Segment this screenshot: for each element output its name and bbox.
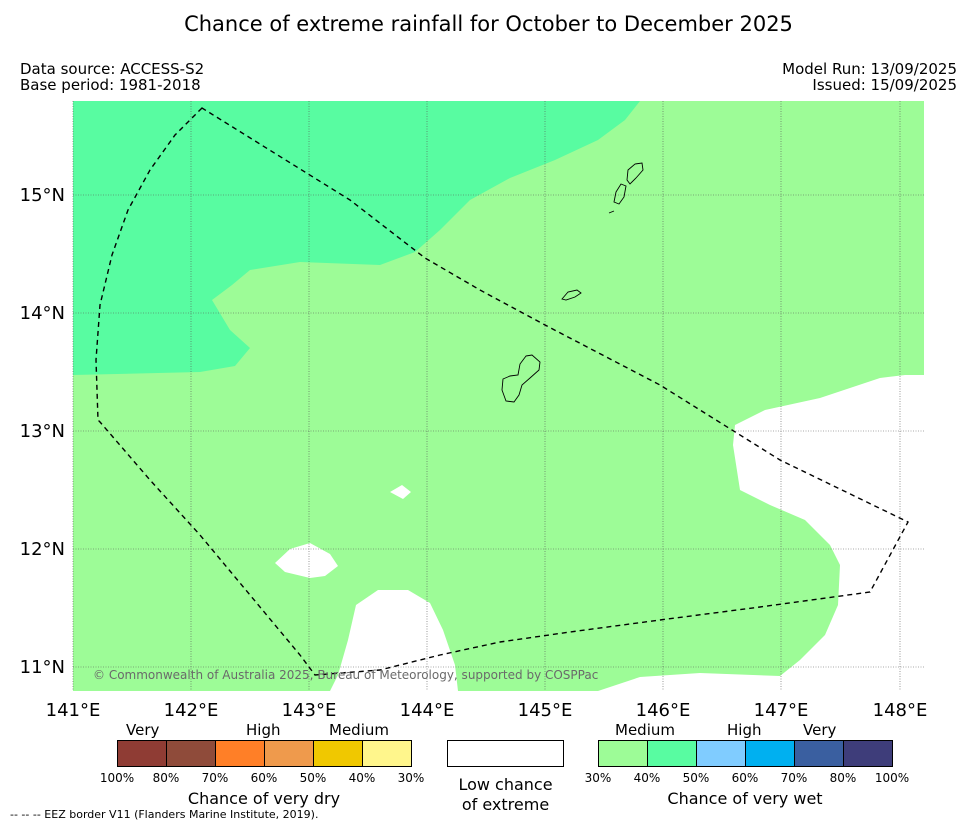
wet-header-high: High [727,721,762,739]
copyright-text: © Commonwealth of Australia 2025, Bureau… [93,668,598,682]
meta-right: Model Run: 13/09/2025 Issued: 15/09/2025 [782,61,957,93]
dry-header-high: High [246,721,281,739]
longitude-label: 148°E [873,700,928,721]
wet-swatch [647,740,697,767]
eez-footnote: -- -- -- EEZ border V11 (Flanders Marine… [10,808,319,821]
guam-outline [501,354,541,403]
meta-left: Data source: ACCESS-S2 Base period: 1981… [20,61,204,93]
low-chance-region-south [330,590,458,691]
wet-swatch [843,740,893,767]
longitude-label: 142°E [164,700,219,721]
low-chance-region-west [275,543,338,578]
latitude-labels: 15°N 14°N 13°N 12°N 11°N [20,185,65,678]
dry-swatch [166,740,216,767]
wet-tick-label: 70% [780,771,808,785]
page-title: Chance of extreme rainfall for October t… [184,12,793,36]
wet-swatch [794,740,844,767]
high-wet-region [73,101,640,375]
dry-tick-label: 40% [348,771,376,785]
wet-tick-label: 60% [731,771,759,785]
base-period-text: Base period: 1981-2018 [20,76,201,94]
wet-tick-label: 50% [682,771,710,785]
wet-header-medium: Medium [615,721,675,739]
latitude-label: 14°N [20,303,65,324]
dry-swatch [215,740,265,767]
dry-swatch [362,740,412,767]
latitude-label: 15°N [20,185,65,206]
dry-tick-label: 100% [99,771,135,785]
low-chance-region-east [598,375,924,691]
longitude-label: 145°E [518,700,573,721]
low-chance-region-small [390,485,411,499]
dry-tick-label: 70% [201,771,229,785]
dry-swatch [264,740,314,767]
low-chance-line1: Low chance [458,775,553,794]
dry-legend-title: Chance of very dry [187,789,341,808]
longitude-labels: 141°E 142°E 143°E 144°E 145°E 146°E 147°E 148°E [46,700,928,721]
dry-tick-label: 30% [397,771,425,785]
latitude-label: 11°N [20,657,65,678]
wet-tick-label: 100% [874,771,910,785]
wet-tick-label: 80% [829,771,857,785]
data-source-text: Data source: ACCESS-S2 [20,60,205,78]
dry-tick-label: 50% [299,771,327,785]
graticule [72,101,924,691]
wet-swatch [745,740,795,767]
wet-legend-title: Chance of very wet [667,789,823,808]
wet-swatch [696,740,746,767]
saipan-outline [626,162,644,185]
model-run-text: Model Run: 13/09/2025 [782,60,957,78]
wet-tick-label: 30% [584,771,612,785]
dry-tick-label: 80% [152,771,180,785]
issued-text: Issued: 15/09/2025 [812,76,957,94]
dry-header-medium: Medium [329,721,389,739]
low-chance-line2: of extreme [461,795,550,814]
tinian-outline [613,183,627,205]
eez-border [95,107,909,676]
low-chance-swatch [447,740,564,767]
longitude-label: 147°E [754,700,809,721]
dry-swatch [313,740,363,767]
rota-outline [561,289,582,301]
latitude-label: 12°N [20,539,65,560]
longitude-label: 146°E [636,700,691,721]
aguijan-outline [608,210,615,214]
longitude-label: 144°E [400,700,455,721]
wet-swatch [598,740,648,767]
wet-tick-label: 40% [633,771,661,785]
longitude-label: 141°E [46,700,101,721]
dry-swatch [117,740,167,767]
dry-tick-label: 60% [250,771,278,785]
longitude-label: 143°E [282,700,337,721]
island-outlines [501,162,644,403]
latitude-label: 13°N [20,421,65,442]
